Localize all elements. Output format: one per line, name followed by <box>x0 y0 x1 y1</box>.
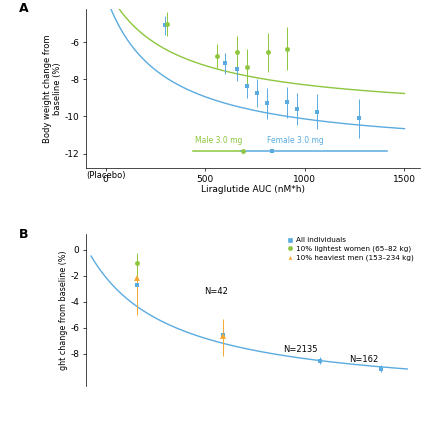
Text: Female 3.0 mg: Female 3.0 mg <box>267 136 324 145</box>
Legend: All individuals, 10% lightest women (65–82 kg), 10% heaviest men (153–234 kg): All individuals, 10% lightest women (65–… <box>284 235 417 264</box>
X-axis label: Liraglutide AUC (nM*h): Liraglutide AUC (nM*h) <box>201 185 305 194</box>
Text: B: B <box>19 228 28 241</box>
Text: (Placebo): (Placebo) <box>86 171 125 180</box>
Y-axis label: ght change from baseline (%): ght change from baseline (%) <box>59 250 68 370</box>
Text: Male 3.0 mg: Male 3.0 mg <box>195 136 243 145</box>
Text: A: A <box>19 2 28 15</box>
Text: N=2135: N=2135 <box>284 345 318 354</box>
Text: N=42: N=42 <box>204 287 228 296</box>
Y-axis label: Body weight change from
baseline (%): Body weight change from baseline (%) <box>42 34 62 143</box>
Text: N=162: N=162 <box>349 355 378 364</box>
